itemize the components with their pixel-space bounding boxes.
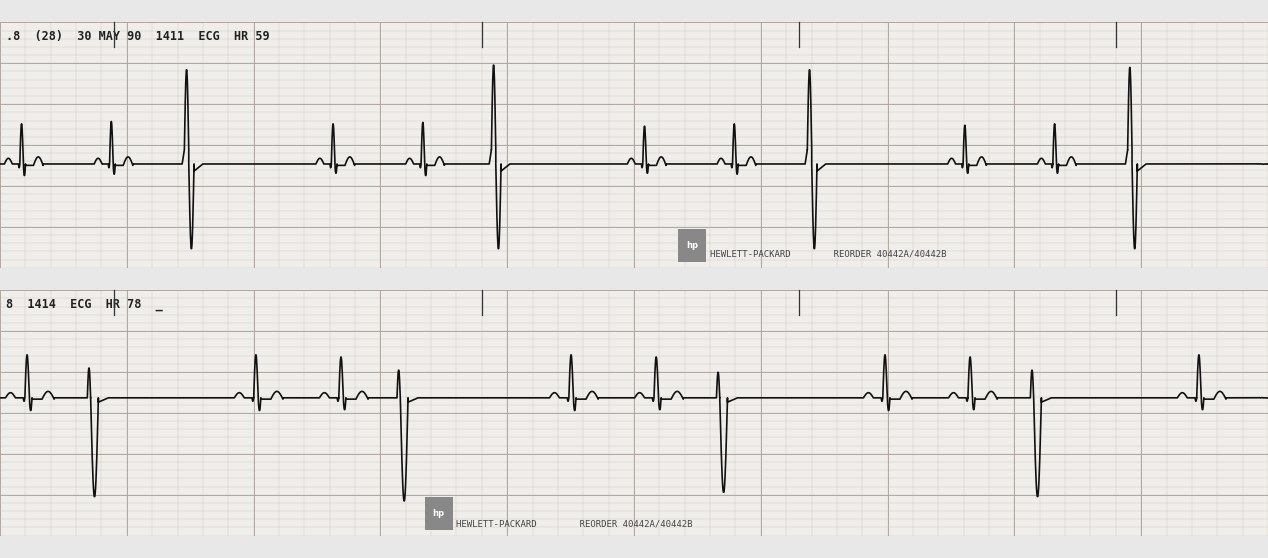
Text: hp: hp bbox=[432, 509, 445, 518]
Text: HEWLETT-PACKARD        REORDER 40442A/40442B: HEWLETT-PACKARD REORDER 40442A/40442B bbox=[456, 519, 694, 528]
Text: hp: hp bbox=[686, 241, 699, 250]
Text: 8  1414  ECG  HR 78  _: 8 1414 ECG HR 78 _ bbox=[6, 297, 164, 310]
Text: HEWLETT-PACKARD        REORDER 40442A/40442B: HEWLETT-PACKARD REORDER 40442A/40442B bbox=[710, 249, 947, 258]
Text: .8  (28)  30 MAY 90  1411  ECG  HR 59: .8 (28) 30 MAY 90 1411 ECG HR 59 bbox=[6, 30, 270, 42]
